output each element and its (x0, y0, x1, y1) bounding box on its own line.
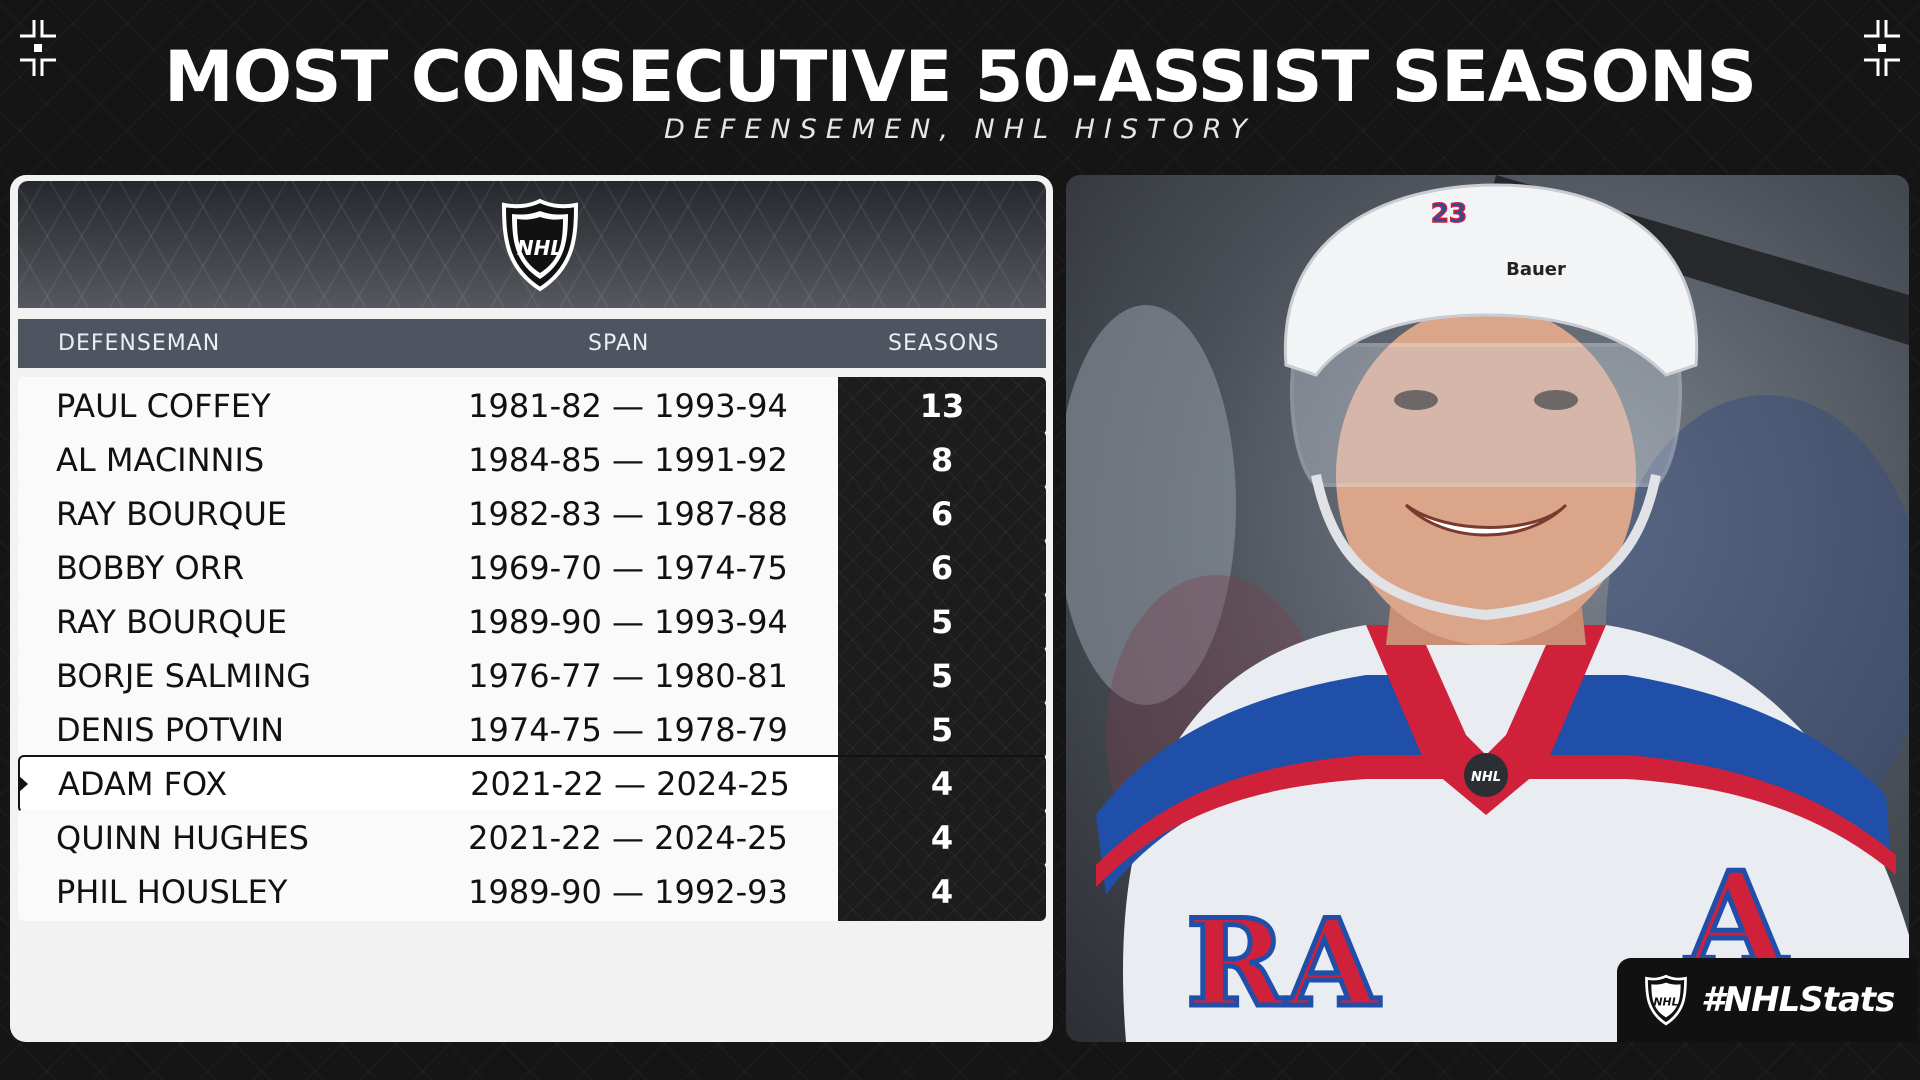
nhl-shield-icon: NHL (501, 198, 579, 292)
table-row: BOBBY ORR 1969-70 — 1974-75 6 (18, 539, 1046, 597)
season-span: 2021-22 — 2024-25 (470, 765, 790, 803)
seasons-count: 4 (838, 809, 1046, 867)
player-illustration: NHL RA A 23 Bauer (1066, 175, 1909, 1042)
corner-ornament-right-icon (1864, 20, 1900, 76)
nhl-small-logo-text: NHL (1653, 995, 1678, 1008)
seasons-count: 6 (838, 539, 1046, 597)
season-span: 1976-77 — 1980-81 (468, 657, 788, 695)
seasons-count: 13 (838, 377, 1046, 435)
helmet-number: 23 (1431, 199, 1467, 229)
table-row: BORJE SALMING 1976-77 — 1980-81 5 (18, 647, 1046, 705)
header-span: SPAN (588, 331, 650, 356)
table-row: QUINN HUGHES 2021-22 — 2024-25 4 (18, 809, 1046, 867)
season-span: 2021-22 — 2024-25 (468, 819, 788, 857)
player-name: PHIL HOUSLEY (56, 873, 288, 911)
season-span: 1969-70 — 1974-75 (468, 549, 788, 587)
table-row: RAY BOURQUE 1989-90 — 1993-94 5 (18, 593, 1046, 651)
header-seasons: SEASONS (888, 331, 1000, 356)
player-name: RAY BOURQUE (56, 495, 288, 533)
table-header-row: DEFENSEMAN SPAN SEASONS (18, 319, 1046, 368)
player-name: ADAM FOX (58, 765, 228, 803)
season-span: 1989-90 — 1992-93 (468, 873, 788, 911)
seasons-count: 4 (838, 863, 1046, 921)
seasons-count: 8 (838, 431, 1046, 489)
player-photo: NHL RA A 23 Bauer (1066, 175, 1909, 1042)
season-span: 1984-85 — 1991-92 (468, 441, 788, 479)
nhl-logo-text: NHL (517, 236, 563, 260)
table-row: RAY BOURQUE 1982-83 — 1987-88 6 (18, 485, 1046, 543)
table-row: PAUL COFFEY 1981-82 — 1993-94 13 (18, 377, 1046, 435)
header-defenseman: DEFENSEMAN (58, 331, 221, 356)
player-name: PAUL COFFEY (56, 387, 271, 425)
nhl-shield-small-icon: NHL (1645, 974, 1687, 1026)
page-title: MOST CONSECUTIVE 50-ASSIST SEASONS (164, 36, 1757, 118)
table-row: AL MACINNIS 1984-85 — 1991-92 8 (18, 431, 1046, 489)
seasons-count: 5 (838, 593, 1046, 651)
stats-table: NHL DEFENSEMAN SPAN SEASONS PAUL COFFEY … (10, 175, 1053, 1042)
season-span: 1982-83 — 1987-88 (468, 495, 788, 533)
nhl-stats-badge: NHL #NHLStats (1617, 958, 1917, 1042)
player-name: AL MACINNIS (56, 441, 265, 479)
page-subtitle: DEFENSEMEN, NHL HISTORY (663, 114, 1257, 145)
season-span: 1989-90 — 1993-94 (468, 603, 788, 641)
player-name: BOBBY ORR (56, 549, 245, 587)
table-row: PHIL HOUSLEY 1989-90 — 1992-93 4 (18, 863, 1046, 921)
season-span: 1974-75 — 1978-79 (468, 711, 788, 749)
hashtag-label: #NHLStats (1701, 980, 1895, 1020)
table-logo-bar: NHL (18, 181, 1046, 308)
highlight-marker-icon (18, 775, 28, 793)
player-name: QUINN HUGHES (56, 819, 309, 857)
seasons-count: 4 (838, 757, 1046, 811)
corner-ornament-left-icon (20, 20, 56, 76)
helmet-brand: Bauer (1506, 259, 1566, 280)
jersey-crest-text: NHL (1471, 770, 1501, 785)
jersey-letters: RA (1186, 893, 1381, 1034)
table-row: DENIS POTVIN 1974-75 — 1978-79 5 (18, 701, 1046, 759)
season-span: 1981-82 — 1993-94 (468, 387, 788, 425)
table-row-highlighted: ADAM FOX 2021-22 — 2024-25 4 (18, 755, 1046, 813)
seasons-count: 6 (838, 485, 1046, 543)
player-name: BORJE SALMING (56, 657, 312, 695)
player-name: RAY BOURQUE (56, 603, 288, 641)
player-name: DENIS POTVIN (56, 711, 285, 749)
seasons-count: 5 (838, 701, 1046, 759)
seasons-count: 5 (838, 647, 1046, 705)
